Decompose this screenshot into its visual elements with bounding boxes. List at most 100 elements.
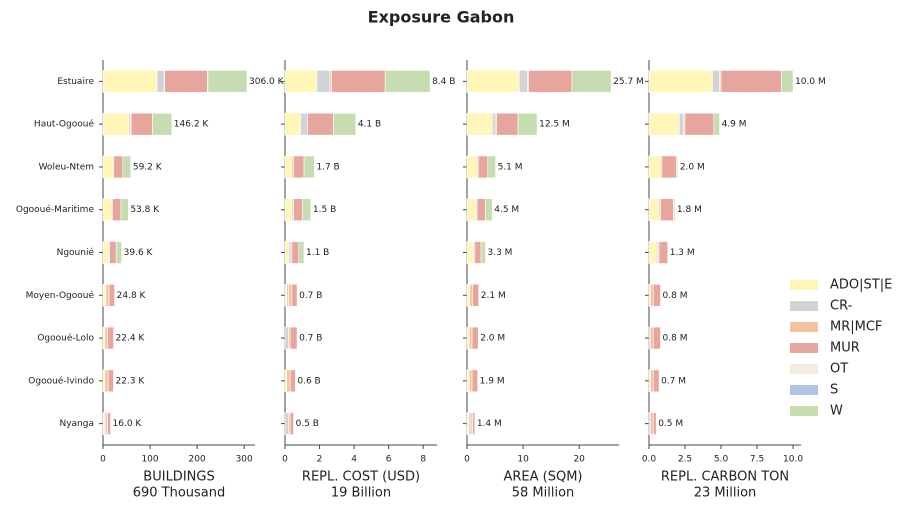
value-label: 39.6 K bbox=[124, 248, 154, 258]
bar-segment bbox=[472, 283, 480, 307]
value-label: 1.8 M bbox=[677, 205, 702, 215]
bar-segment bbox=[102, 70, 158, 93]
bar-segment bbox=[653, 283, 661, 307]
bar-segment bbox=[466, 155, 478, 179]
value-label: 53.8 K bbox=[130, 205, 160, 215]
bar-segment bbox=[471, 369, 478, 393]
bar-segment bbox=[466, 198, 477, 222]
bar-segment bbox=[518, 70, 528, 93]
bar-segment bbox=[650, 283, 654, 307]
bar-segment bbox=[466, 70, 520, 93]
bar-segment bbox=[469, 283, 473, 307]
bar-segment bbox=[660, 198, 674, 222]
bar-segment bbox=[720, 70, 782, 93]
x-tick-label: 4 bbox=[351, 455, 357, 465]
bar-segment bbox=[781, 70, 794, 93]
x-tick-label: 2.5 bbox=[678, 455, 692, 465]
y-tick-label: Ogooué-Ivindo bbox=[28, 375, 94, 386]
bar-segment bbox=[164, 70, 208, 93]
x-tick-label: 6 bbox=[386, 455, 392, 465]
bar-segment bbox=[661, 155, 677, 179]
value-label: 22.3 K bbox=[115, 376, 145, 386]
bar-segment bbox=[471, 326, 479, 350]
value-label: 22.4 K bbox=[116, 334, 146, 344]
bar-segment bbox=[658, 241, 669, 264]
legend-label: S bbox=[830, 383, 838, 398]
bar-segment bbox=[109, 241, 117, 264]
bar-segment bbox=[466, 112, 493, 136]
bar-segment bbox=[120, 198, 129, 222]
x-tick-label: 20 bbox=[573, 455, 585, 465]
value-label: 0.5 M bbox=[658, 419, 683, 429]
bar-segment bbox=[284, 241, 289, 264]
bar-segment bbox=[105, 283, 110, 307]
bar-segment bbox=[678, 112, 684, 136]
bar-segment bbox=[104, 369, 109, 393]
bar-segment bbox=[653, 412, 657, 435]
bar-segment bbox=[107, 412, 111, 435]
value-label: 1.7 B bbox=[316, 162, 339, 172]
bar-segment bbox=[286, 369, 291, 393]
x-axis-sublabel: 19 Billion bbox=[331, 486, 391, 501]
y-tick-label: Nyanga bbox=[59, 419, 94, 429]
bar-segment bbox=[571, 70, 612, 93]
x-tick-label: 2 bbox=[317, 455, 323, 465]
bar-segment bbox=[650, 326, 654, 350]
x-axis-label: REPL. COST (USD) bbox=[302, 470, 420, 485]
x-tick-label: 0 bbox=[100, 455, 106, 465]
x-tick-label: 10 bbox=[517, 455, 529, 465]
x-tick-label: 8 bbox=[420, 455, 426, 465]
bar-segment bbox=[284, 155, 293, 179]
bar-segment bbox=[468, 369, 473, 393]
bar-segment bbox=[468, 412, 472, 435]
value-label: 59.2 K bbox=[133, 162, 163, 172]
value-label: 1.4 M bbox=[477, 419, 502, 429]
bar-segment bbox=[102, 283, 106, 307]
legend-swatch bbox=[790, 406, 818, 416]
bar-segment bbox=[301, 198, 312, 222]
bar-segment bbox=[130, 112, 153, 136]
bar-segment bbox=[496, 112, 519, 136]
x-tick-label: 0 bbox=[282, 455, 288, 465]
value-label: 10.0 M bbox=[795, 77, 826, 87]
bar-segment bbox=[480, 241, 486, 264]
bar-segment bbox=[112, 198, 122, 222]
value-label: 2.1 M bbox=[481, 291, 506, 301]
bar-segment bbox=[487, 155, 496, 179]
value-label: 0.7 B bbox=[299, 291, 322, 301]
chart-title: Exposure Gabon bbox=[368, 8, 515, 27]
bar-segment bbox=[284, 326, 289, 350]
bar-segment bbox=[207, 70, 248, 93]
bar-segment bbox=[284, 198, 293, 222]
x-tick-label: 0.0 bbox=[642, 455, 657, 465]
value-label: 306.0 K bbox=[249, 77, 285, 87]
y-tick-label: Moyen-Ogooué bbox=[26, 290, 95, 301]
bar-segment bbox=[152, 112, 173, 136]
bar-segment bbox=[104, 326, 109, 350]
x-axis-sublabel: 58 Million bbox=[512, 486, 575, 501]
bar-segment bbox=[650, 412, 654, 435]
bar-segment bbox=[485, 198, 493, 222]
value-label: 24.8 K bbox=[117, 291, 147, 301]
bar-segment bbox=[289, 369, 296, 393]
x-tick-label: 10.0 bbox=[783, 455, 803, 465]
x-tick-label: 5.0 bbox=[714, 455, 729, 465]
bar-segment bbox=[284, 112, 301, 136]
bar-segment bbox=[293, 198, 303, 222]
bar-segment bbox=[648, 112, 680, 136]
bar-segment bbox=[466, 241, 473, 264]
bar-segment bbox=[653, 369, 660, 393]
bar-segment bbox=[291, 283, 298, 307]
bar-segment bbox=[676, 155, 679, 179]
value-label: 0.7 B bbox=[299, 334, 322, 344]
x-tick-label: 0 bbox=[464, 455, 470, 465]
x-axis-sublabel: 23 Million bbox=[694, 486, 757, 501]
bar-segment bbox=[653, 326, 661, 350]
value-label: 0.5 B bbox=[296, 419, 319, 429]
bar-segment bbox=[300, 112, 308, 136]
y-tick-label: Haut-Ogooué bbox=[34, 119, 95, 130]
bar-segment bbox=[108, 283, 115, 307]
x-axis-label: REPL. CARBON TON bbox=[661, 470, 789, 485]
bar-segment bbox=[316, 70, 331, 93]
